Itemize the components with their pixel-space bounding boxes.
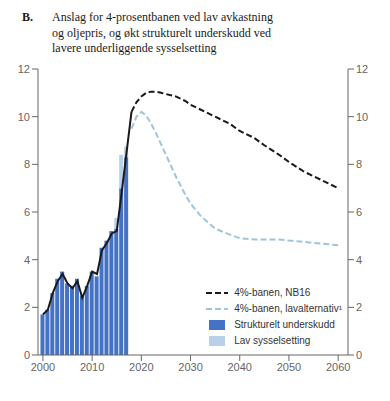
svg-text:0: 0	[356, 349, 362, 361]
svg-text:4: 4	[356, 253, 362, 265]
svg-text:2: 2	[356, 301, 362, 313]
svg-text:2030: 2030	[178, 361, 202, 373]
html-text:B.: B.	[22, 10, 33, 24]
svg-text:10: 10	[356, 110, 368, 122]
svg-text:8: 8	[356, 158, 362, 170]
html-text:Lav sysselsetting: Lav sysselsetting	[234, 335, 311, 347]
svg-text:6: 6	[24, 206, 30, 218]
html-text:4%-banen, NB16: 4%-banen, NB16	[234, 287, 311, 299]
svg-text:2: 2	[24, 301, 30, 313]
html-text:4%-banen, lavalternativ¹: 4%-banen, lavalternativ¹	[234, 303, 342, 315]
svg-text:2050: 2050	[277, 361, 301, 373]
svg-text:0: 0	[24, 349, 30, 361]
svg-text:2010: 2010	[80, 361, 104, 373]
svg-text:2040: 2040	[228, 361, 252, 373]
svg-text:2020: 2020	[129, 361, 153, 373]
svg-text:12: 12	[356, 63, 368, 75]
svg-text:2000: 2000	[31, 361, 55, 373]
svg-text:6: 6	[356, 206, 362, 218]
svg-text:12: 12	[18, 63, 30, 75]
svg-text:8: 8	[24, 158, 30, 170]
svg-text:10: 10	[18, 110, 30, 122]
html-text:Anslag for 4-prosentbanen ved: Anslag for 4-prosentbanen ved lav avkast…	[52, 10, 273, 56]
svg-text:2060: 2060	[326, 361, 350, 373]
svg-text:4: 4	[24, 253, 30, 265]
html-text:Strukturelt underskudd: Strukturelt underskudd	[234, 319, 335, 331]
